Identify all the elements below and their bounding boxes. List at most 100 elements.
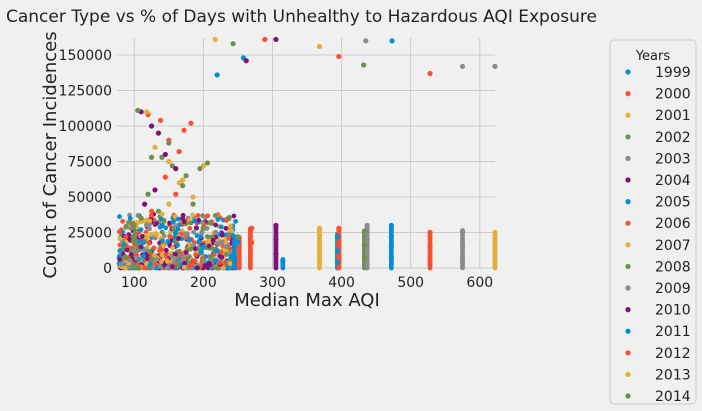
legend-box <box>609 39 697 405</box>
y-tick-label: 75000 <box>67 155 112 171</box>
legend-entry: 2012 <box>655 346 691 362</box>
dense-point <box>141 265 147 271</box>
dense-point <box>120 218 126 224</box>
dense-point <box>133 255 139 261</box>
dense-point <box>146 240 152 246</box>
data-point <box>273 222 279 229</box>
dense-point <box>139 234 145 239</box>
data-point <box>334 259 341 265</box>
data-point <box>388 222 394 229</box>
legend-entry: 2010 <box>655 303 691 319</box>
data-point <box>364 222 370 229</box>
data-point <box>247 248 253 254</box>
dense-point <box>117 214 122 219</box>
dense-point <box>214 265 220 271</box>
dense-point <box>213 222 219 228</box>
dense-point <box>226 231 232 237</box>
dense-point <box>193 252 199 258</box>
dense-point <box>128 252 134 257</box>
data-point <box>363 38 369 44</box>
dense-point <box>138 244 144 250</box>
data-point <box>212 36 218 43</box>
data-point <box>361 255 367 261</box>
legend-marker <box>625 307 631 313</box>
dense-point <box>123 254 129 260</box>
data-point <box>388 244 394 250</box>
dense-point <box>151 245 157 251</box>
dense-point <box>148 232 154 237</box>
dense-point <box>223 217 229 223</box>
dense-point <box>159 229 165 235</box>
dense-point <box>157 248 162 254</box>
dense-point <box>170 219 176 225</box>
series-2003 <box>363 38 498 263</box>
data-point <box>316 251 323 257</box>
dense-point <box>175 216 181 222</box>
dense-point <box>161 243 167 249</box>
dense-point <box>176 235 181 241</box>
dense-point <box>209 246 215 251</box>
data-point <box>459 256 466 263</box>
data-point <box>336 254 342 260</box>
dense-point <box>147 226 152 232</box>
dense-point <box>223 225 229 231</box>
series-2006 <box>247 53 342 260</box>
dense-point <box>150 264 156 270</box>
data-point <box>336 239 342 246</box>
dense-point <box>193 225 199 231</box>
dense-point <box>121 242 127 248</box>
data-point <box>180 177 186 183</box>
dense-point-band <box>116 211 239 271</box>
data-point <box>197 166 203 172</box>
dense-point <box>188 220 193 226</box>
data-point <box>142 201 148 207</box>
dense-point <box>117 256 123 262</box>
dense-point <box>147 218 153 224</box>
data-point <box>492 229 498 236</box>
legend-marker <box>625 112 631 118</box>
data-point <box>334 234 341 240</box>
series-2007 <box>166 180 498 264</box>
dense-point <box>180 255 186 261</box>
chart-title: Cancer Type vs % of Days with Unhealthy … <box>6 7 597 27</box>
dense-point <box>198 234 204 239</box>
data-point <box>262 36 268 43</box>
series-2011 <box>159 222 234 260</box>
data-point <box>361 228 367 234</box>
dense-point <box>169 264 175 270</box>
data-point <box>155 208 162 214</box>
legend-entry: 2014 <box>655 389 691 405</box>
dense-point <box>123 224 129 229</box>
dense-point <box>148 213 154 218</box>
legend-title: Years <box>635 49 671 64</box>
data-point <box>316 225 323 231</box>
y-tick-label: 25000 <box>67 226 112 242</box>
data-point <box>364 237 370 243</box>
dense-point <box>136 239 142 245</box>
data-point <box>145 191 151 197</box>
y-tick-label: 0 <box>103 261 112 277</box>
dense-point <box>130 234 136 240</box>
dense-point <box>135 247 141 253</box>
data-point <box>459 244 466 250</box>
data-point <box>492 63 498 69</box>
dense-point <box>161 218 167 224</box>
dense-point <box>144 222 149 228</box>
dense-point <box>226 235 232 241</box>
legend-marker <box>625 220 631 226</box>
data-point <box>204 225 210 231</box>
legend-entry: 1999 <box>655 65 691 81</box>
dense-point <box>215 216 221 222</box>
legend-entry: 2009 <box>655 281 691 297</box>
legend-marker <box>625 242 631 248</box>
dense-point <box>198 249 204 255</box>
data-point <box>131 222 137 229</box>
data-point <box>166 158 172 165</box>
data-point <box>148 208 155 214</box>
data-point <box>200 244 206 250</box>
dense-point <box>158 259 164 264</box>
dense-point <box>219 232 225 238</box>
dense-point <box>130 238 136 244</box>
data-point <box>144 109 150 115</box>
